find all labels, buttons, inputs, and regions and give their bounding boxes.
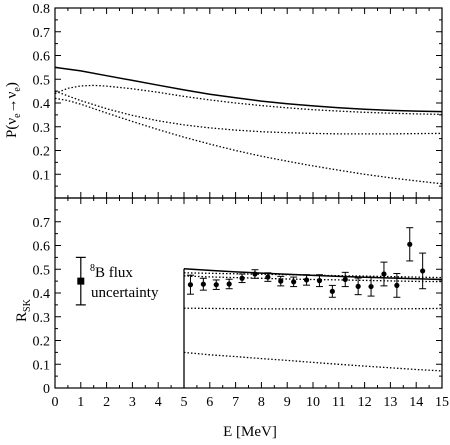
bottom-panel: 00.10.20.30.40.50.60.70 1 2 3 4 5 6 7 8 9 10 11 12 13… [14, 197, 449, 410]
data-point [380, 261, 388, 287]
flux-square-marker [77, 277, 85, 285]
data-point [419, 252, 427, 290]
data-point-marker [213, 282, 219, 288]
bottom-y-tick-label: 0.3 [33, 311, 51, 326]
data-point-marker [368, 283, 374, 290]
top-y-tick-label: 0.1 [33, 168, 51, 183]
x-tick-label: 11 [332, 395, 345, 410]
data-point-marker [381, 271, 387, 277]
data-point [225, 278, 233, 290]
data-point [277, 275, 285, 287]
data-point [238, 273, 246, 284]
data-point [315, 274, 323, 288]
data-point-marker [265, 274, 271, 280]
bottom-series-2-line [183, 275, 443, 283]
x-axis-title: E [MeV] [223, 424, 277, 440]
top-y-tick-label: 0.5 [33, 73, 51, 88]
data-point [354, 277, 362, 296]
data-point-marker [226, 281, 232, 287]
data-point [341, 271, 349, 288]
bottom-y-tick-label: 0.5 [33, 263, 51, 278]
bottom-series-4-line [183, 351, 443, 372]
bottom-series-3-line [183, 307, 443, 310]
top-y-tick-label: 0.8 [33, 2, 51, 17]
data-point-marker [329, 288, 335, 294]
data-point-marker [291, 279, 297, 285]
x-tick-label: 6 [206, 395, 213, 410]
top-panel: 0.1 0.2 0.3 0.4 0.5 0.6 0.7 0.8 P(νe→νe) [4, 2, 443, 199]
data-point [264, 272, 272, 282]
data-point-marker [407, 241, 413, 247]
top-series-0-line [54, 66, 443, 113]
bottom-y-tick-label: 0.2 [33, 335, 51, 350]
x-tick-label: 1 [77, 395, 84, 410]
x-tick-label: 0 [52, 395, 59, 410]
x-tick-label: 4 [155, 395, 162, 410]
bottom-y-tick-label: 0.7 [33, 216, 51, 231]
x-tick-label: 12 [358, 395, 372, 410]
data-point-marker [420, 268, 426, 274]
bottom-series-0-line [183, 268, 443, 281]
data-point-marker [200, 281, 206, 287]
data-point-marker [239, 275, 245, 281]
top-y-tick-label: 0.6 [33, 50, 51, 65]
data-point [303, 274, 311, 286]
x-tick-label: 13 [383, 395, 397, 410]
data-point [290, 276, 298, 288]
data-point-marker [303, 277, 310, 283]
bottom-series-1-line [183, 272, 443, 279]
data-point [186, 274, 194, 295]
bottom-y-axis-title: RSK [14, 298, 33, 322]
x-tick-label: 10 [306, 395, 320, 410]
top-panel-frame [54, 7, 443, 199]
data-point [199, 277, 207, 291]
bottom-y-tick-label: 0.6 [33, 240, 51, 255]
data-point-marker [316, 278, 323, 284]
top-ticks-group: 0.1 0.2 0.3 0.4 0.5 0.6 0.7 0.8 [33, 2, 443, 199]
data-point [393, 273, 401, 298]
data-point [406, 227, 414, 262]
top-y-tick-label: 0.2 [33, 145, 51, 160]
data-point-marker [342, 276, 348, 283]
top-y-axis-title: P(νe→νe) [4, 82, 23, 138]
x-tick-label: 9 [284, 395, 291, 410]
data-point-marker [187, 282, 194, 288]
x-tick-label: 3 [129, 395, 136, 410]
x-tick-label: 2 [103, 395, 110, 410]
bottom-data-points-group [75, 227, 427, 306]
bottom-y-tick-label: 0.1 [33, 358, 51, 373]
x-tick-label: 8 [258, 395, 265, 410]
bottom-panel-frame [54, 197, 443, 389]
bottom-y-tick-label: 0 [43, 382, 50, 397]
bottom-ticks-group: 00.10.20.30.40.50.60.70 1 2 3 4 5 6 7 8 9 10 11 12 13… [33, 197, 449, 410]
data-point [367, 276, 375, 297]
data-point-marker [394, 282, 400, 288]
data-point [328, 284, 336, 298]
top-series-group [54, 66, 443, 185]
top-y-tick-label: 0.7 [33, 26, 51, 41]
flux-uncertainty-marker [75, 256, 86, 306]
top-y-tick-label: 0.4 [33, 97, 51, 112]
top-series-3-line [54, 97, 443, 185]
data-point [251, 269, 259, 279]
flux-label-line1: 8B flux [90, 263, 133, 281]
data-point-marker [355, 283, 361, 289]
bottom-y-tick-label: 0.4 [33, 287, 51, 302]
data-point-marker [252, 271, 258, 277]
flux-label-line2: uncertainty [91, 285, 159, 301]
top-series-2-line [54, 90, 443, 135]
x-tick-label: 7 [232, 395, 239, 410]
top-y-tick-label: 0.3 [33, 121, 51, 136]
x-tick-label: 5 [181, 395, 188, 410]
x-tick-label: 14 [409, 395, 423, 410]
data-point [212, 279, 220, 290]
flux-uncertainty-legend: 8B flux uncertainty [90, 263, 159, 301]
bottom-series-group [183, 268, 443, 388]
data-point-marker [278, 278, 284, 284]
x-tick-label: 15 [435, 395, 449, 410]
